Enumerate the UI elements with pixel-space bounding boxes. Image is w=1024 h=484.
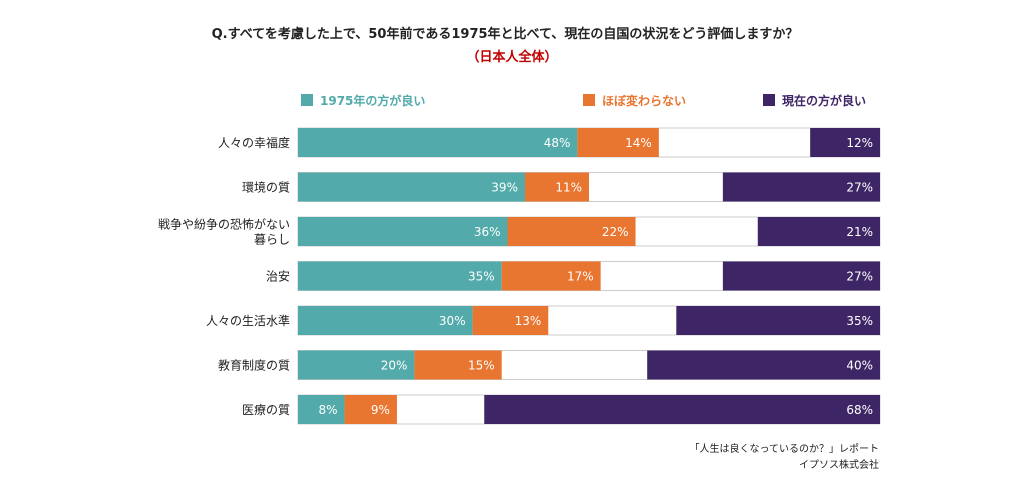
value-label-public-safety-same: 17% bbox=[567, 270, 594, 284]
category-label-line: 戦争や紛争の恐怖がない bbox=[158, 217, 290, 232]
value-label-no-war-fear-1975-better: 36% bbox=[474, 225, 501, 239]
category-label-line: 医療の質 bbox=[242, 402, 290, 417]
bar-living-standard-same bbox=[472, 306, 549, 335]
value-label-education-same: 15% bbox=[468, 359, 495, 373]
bar-public-safety-1975-better bbox=[298, 261, 502, 291]
category-label-environment: 環境の質 bbox=[242, 180, 290, 195]
value-label-public-safety-1975-better: 35% bbox=[468, 270, 495, 284]
legend-label-same: ほぼ変わらない bbox=[602, 93, 686, 108]
bar-public-safety-now-better bbox=[722, 261, 880, 291]
bar-education-same bbox=[414, 350, 502, 380]
bar-environment-now-better bbox=[722, 172, 880, 202]
category-label-line: 環境の質 bbox=[242, 180, 290, 195]
legend-label-now: 現在の方が良い bbox=[782, 93, 866, 108]
category-label-no-war-fear: 戦争や紛争の恐怖がない暮らし bbox=[158, 217, 290, 247]
bar-education-now-better bbox=[647, 350, 880, 380]
category-label-line: 教育制度の質 bbox=[218, 358, 290, 373]
category-label-line: 暮らし bbox=[254, 233, 290, 247]
source-line-2: イプソス株式会社 bbox=[799, 458, 879, 471]
value-label-environment-now-better: 27% bbox=[846, 181, 873, 195]
value-label-happiness-now-better: 12% bbox=[846, 136, 873, 150]
bar-living-standard-1975-better bbox=[298, 306, 473, 335]
value-label-healthcare-now-better: 68% bbox=[846, 403, 873, 417]
value-label-environment-same: 11% bbox=[555, 181, 582, 195]
category-label-living-standard: 人々の生活水準 bbox=[206, 313, 290, 328]
bar-healthcare-same bbox=[344, 395, 397, 424]
category-labels-group: 人々の幸福度環境の質戦争や紛争の恐怖がない暮らし治安人々の生活水準教育制度の質医… bbox=[158, 135, 290, 417]
value-label-environment-1975-better: 39% bbox=[491, 181, 518, 195]
category-label-line: 人々の幸福度 bbox=[218, 135, 290, 150]
bar-public-safety-same bbox=[501, 261, 601, 291]
bar-healthcare-now-better bbox=[484, 395, 880, 424]
bar-happiness-now-better bbox=[810, 128, 880, 157]
value-label-public-safety-now-better: 27% bbox=[846, 270, 873, 284]
value-label-living-standard-same: 13% bbox=[515, 314, 542, 328]
value-label-healthcare-1975-better: 8% bbox=[319, 403, 338, 417]
bar-environment-same bbox=[524, 172, 589, 202]
legend-label-1975: 1975年の方が良い bbox=[320, 93, 425, 108]
bar-living-standard-now-better bbox=[676, 306, 880, 335]
legend: 1975年の方が良い ほぼ変わらない 現在の方が良い bbox=[301, 93, 866, 108]
value-label-healthcare-same: 9% bbox=[371, 403, 390, 417]
chart-title: Q.すべてを考慮した上で、50年前である1975年と比べて、現在の自国の状況をど… bbox=[212, 26, 799, 42]
category-label-education: 教育制度の質 bbox=[218, 358, 290, 373]
value-label-no-war-fear-same: 22% bbox=[602, 225, 629, 239]
bar-education-1975-better bbox=[298, 350, 415, 380]
bar-no-war-fear-now-better bbox=[757, 217, 880, 246]
bar-happiness-same bbox=[577, 128, 659, 157]
value-label-no-war-fear-now-better: 21% bbox=[846, 225, 873, 239]
source-line-1: 「人生は良くなっているのか？」レポート bbox=[690, 442, 880, 455]
value-label-living-standard-1975-better: 30% bbox=[439, 314, 466, 328]
bar-no-war-fear-1975-better bbox=[298, 217, 508, 246]
value-label-living-standard-now-better: 35% bbox=[846, 314, 873, 328]
bar-no-war-fear-same bbox=[507, 217, 636, 246]
bar-healthcare-1975-better bbox=[298, 395, 345, 424]
bar-happiness-1975-better bbox=[298, 128, 578, 157]
category-label-line: 人々の生活水準 bbox=[206, 313, 290, 328]
category-label-public-safety: 治安 bbox=[266, 269, 290, 284]
value-label-education-now-better: 40% bbox=[846, 359, 873, 373]
legend-swatch-1975 bbox=[301, 94, 313, 106]
legend-swatch-same bbox=[583, 94, 595, 106]
value-label-happiness-same: 14% bbox=[625, 136, 652, 150]
category-label-healthcare: 医療の質 bbox=[242, 402, 290, 417]
legend-swatch-now bbox=[763, 94, 775, 106]
bars-group: 48% 14% 12% 39% 11% 27% 36% 22% 21% 35% 17% 27% 30% 1… bbox=[297, 127, 881, 425]
category-label-line: 治安 bbox=[266, 269, 290, 284]
value-label-education-1975-better: 20% bbox=[381, 359, 408, 373]
chart-subtitle: （日本人全体） bbox=[466, 49, 557, 65]
value-label-happiness-1975-better: 48% bbox=[544, 136, 571, 150]
category-label-happiness: 人々の幸福度 bbox=[218, 135, 290, 150]
bar-environment-1975-better bbox=[298, 172, 525, 202]
